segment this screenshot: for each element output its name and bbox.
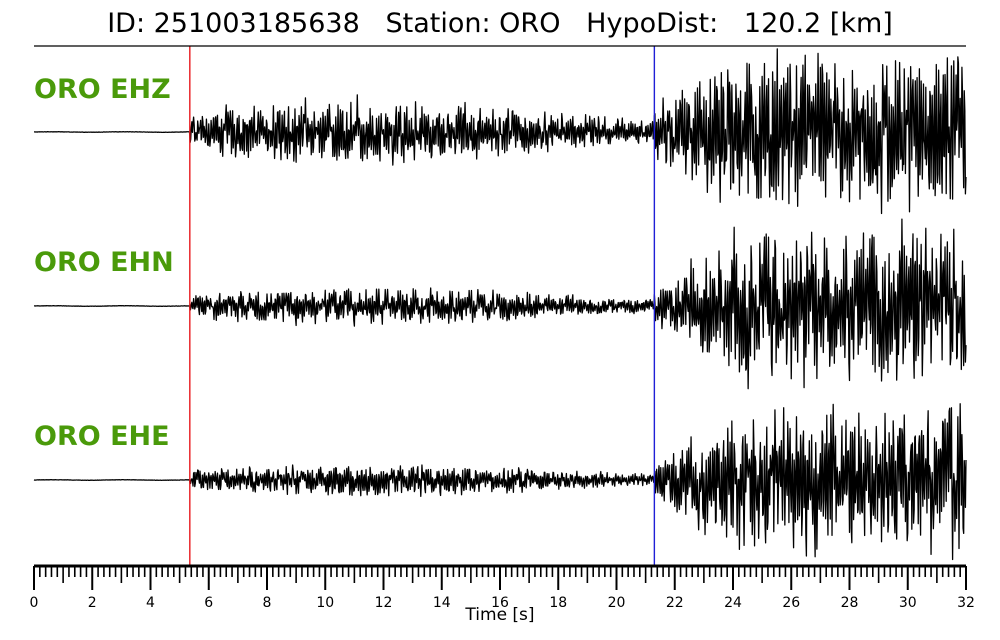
x-tick-label: 24 — [724, 595, 742, 611]
channel-label-ehn: ORO EHN — [34, 247, 174, 278]
pick-layer — [189, 46, 656, 566]
x-tick-label: 16 — [491, 595, 509, 611]
x-tick-label: 6 — [204, 595, 213, 611]
channel-label-ehz: ORO EHZ — [34, 74, 171, 105]
x-tick-label: 20 — [608, 595, 626, 611]
x-axis-label: Time [s] — [465, 605, 535, 625]
x-tick-label: 26 — [782, 595, 800, 611]
x-tick-label: 32 — [957, 595, 975, 611]
x-tick-label: 14 — [433, 595, 451, 611]
trace-oro-ehe — [33, 403, 967, 561]
x-tick-label: 18 — [549, 595, 567, 611]
x-tick-label: 4 — [146, 595, 155, 611]
x-tick-label: 22 — [666, 595, 684, 611]
x-tick-label: 12 — [375, 595, 393, 611]
chart-title: ID: 251003185638 Station: ORO HypoDist: … — [107, 8, 893, 39]
trace-layer — [33, 48, 967, 561]
x-tick-label: 30 — [899, 595, 917, 611]
x-tick-label: 8 — [263, 595, 272, 611]
x-tick-label: 0 — [30, 595, 39, 611]
trace-oro-ehz — [33, 48, 967, 215]
x-tick-label: 28 — [841, 595, 859, 611]
x-tick-label: 10 — [316, 595, 334, 611]
channel-label-ehe: ORO EHE — [34, 421, 170, 452]
x-tick-label: 2 — [88, 595, 97, 611]
trace-oro-ehn — [33, 218, 967, 390]
time-axis: 0 2 4 6 8 10 12 14 16 18 20 22 24 26 28 30 32 — [30, 45, 975, 611]
